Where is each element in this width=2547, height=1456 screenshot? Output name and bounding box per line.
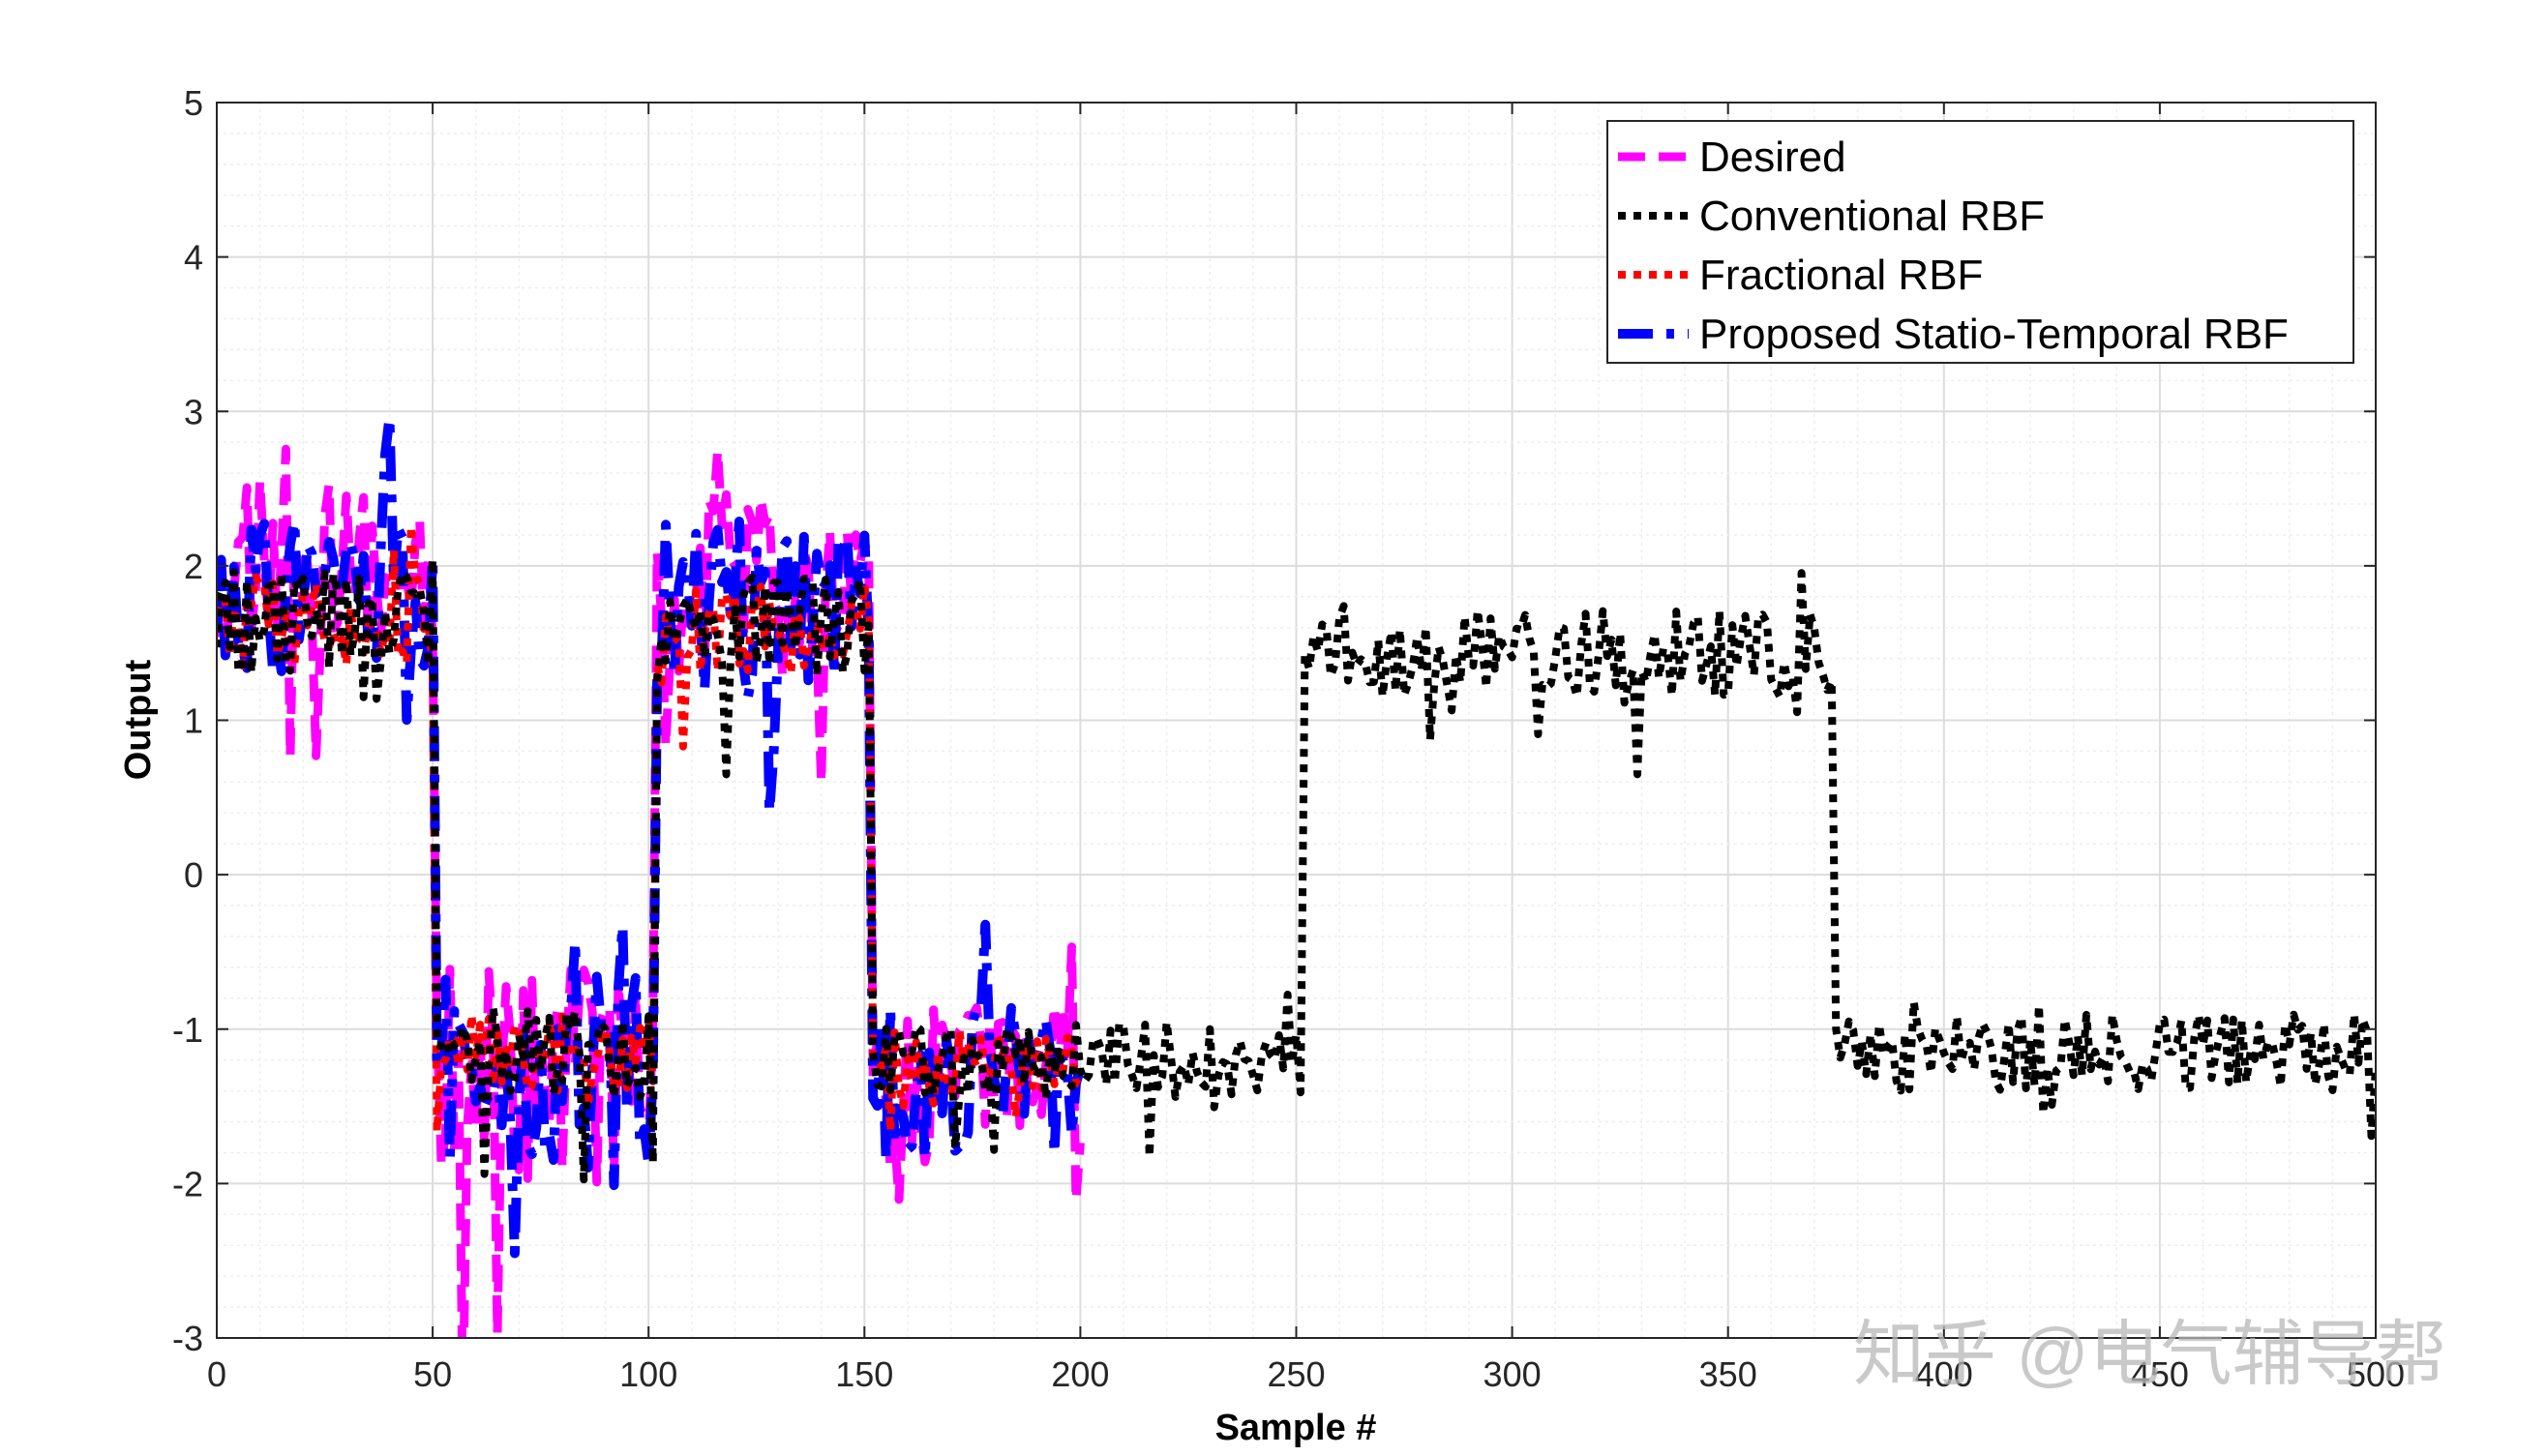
x-tick-label: 0 [207, 1354, 226, 1394]
watermark-text: 知乎 @电气辅导帮 [1853, 1314, 2447, 1394]
legend-entry-label: Proposed Statio-Temporal RBF [1699, 311, 2289, 358]
y-tick-label: 5 [184, 83, 203, 123]
y-tick-label: 2 [184, 547, 203, 586]
y-tick-label: 1 [184, 701, 203, 741]
axis-ticks: 0 50 100 150 200 250 300 350 400 450 500 -3 -2 -1 0 1 2 3… [172, 83, 2405, 1394]
legend-entry-label: Desired [1699, 134, 1846, 181]
x-tick-label: 500 [2347, 1354, 2405, 1394]
y-tick-label: -2 [172, 1164, 203, 1203]
y-tick-label: -3 [172, 1319, 203, 1358]
y-axis-label: Output [118, 659, 159, 780]
x-tick-label: 300 [1483, 1354, 1542, 1394]
series-line-conventional-rbf [217, 555, 2376, 1184]
series-layer [217, 412, 2376, 1338]
x-tick-label: 100 [619, 1354, 677, 1394]
y-tick-label: -1 [172, 1010, 203, 1050]
x-tick-label: 450 [2131, 1354, 2189, 1394]
y-tick-label: 0 [184, 855, 203, 895]
legend-entry-label: Conventional RBF [1699, 193, 2045, 240]
legend-entry-label: Fractional RBF [1699, 252, 1983, 299]
x-tick-label: 50 [413, 1354, 452, 1394]
y-tick-label: 3 [184, 392, 203, 431]
x-tick-label: 350 [1699, 1354, 1757, 1394]
x-tick-label: 400 [1915, 1354, 1973, 1394]
x-tick-label: 150 [835, 1354, 893, 1394]
legend: Desired Conventional RBF Fractional RBF Pro… [1606, 120, 2354, 364]
x-tick-label: 250 [1267, 1354, 1325, 1394]
y-tick-label: 4 [184, 238, 203, 278]
x-tick-label: 200 [1051, 1354, 1109, 1394]
legend-box [1606, 120, 2354, 364]
x-axis-label: Sample # [1215, 1408, 1377, 1448]
